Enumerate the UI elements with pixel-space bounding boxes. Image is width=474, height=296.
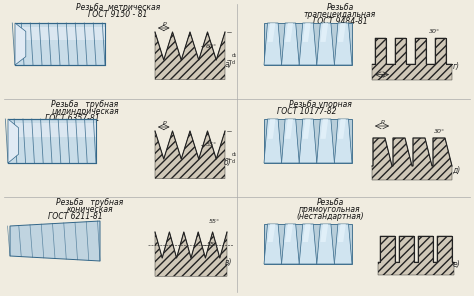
Text: Резьба: Резьба — [316, 198, 344, 207]
Bar — [8, 123, 96, 136]
Text: прямоугольная: прямоугольная — [299, 205, 361, 214]
Polygon shape — [285, 119, 293, 139]
Bar — [264, 224, 352, 264]
Polygon shape — [264, 119, 282, 163]
Polygon shape — [303, 23, 310, 42]
Text: е): е) — [452, 260, 460, 269]
Text: 60°: 60° — [205, 44, 217, 49]
Text: ГОСТ 6211-81: ГОСТ 6211-81 — [48, 212, 102, 221]
Polygon shape — [299, 224, 317, 264]
Bar — [264, 23, 352, 65]
Polygon shape — [15, 23, 26, 65]
Polygon shape — [155, 131, 225, 178]
Text: p: p — [162, 120, 166, 125]
Polygon shape — [378, 236, 454, 275]
Polygon shape — [303, 119, 310, 139]
Polygon shape — [334, 23, 352, 65]
Polygon shape — [372, 138, 452, 180]
Text: d: d — [232, 159, 235, 164]
Polygon shape — [282, 23, 299, 65]
Text: коническая: коническая — [67, 205, 113, 214]
Text: д): д) — [452, 166, 460, 175]
Polygon shape — [320, 119, 328, 139]
Polygon shape — [282, 224, 299, 264]
Polygon shape — [338, 119, 346, 139]
Text: ГОСТ 9484-81: ГОСТ 9484-81 — [313, 17, 367, 26]
Polygon shape — [317, 23, 334, 65]
Polygon shape — [285, 23, 293, 42]
Text: p: p — [162, 21, 166, 26]
Text: б): б) — [224, 158, 232, 167]
Polygon shape — [299, 23, 317, 65]
Text: d: d — [232, 60, 235, 65]
Polygon shape — [317, 224, 334, 264]
Text: Резьба   трубная: Резьба трубная — [51, 100, 118, 109]
Polygon shape — [334, 119, 352, 163]
Text: 30°: 30° — [429, 29, 440, 34]
Text: d₁: d₁ — [232, 53, 237, 58]
Text: (нестандартная): (нестандартная) — [296, 212, 364, 221]
Polygon shape — [372, 38, 452, 80]
Text: 30°: 30° — [435, 129, 446, 134]
Polygon shape — [267, 224, 275, 242]
Text: d₁: d₁ — [232, 152, 237, 157]
Text: ГОСТ 10177-82: ГОСТ 10177-82 — [277, 107, 337, 116]
FancyBboxPatch shape — [8, 119, 96, 163]
Text: Резьба: Резьба — [327, 3, 354, 12]
Polygon shape — [299, 119, 317, 163]
Text: p: p — [380, 119, 384, 124]
Polygon shape — [338, 23, 346, 42]
Polygon shape — [155, 32, 225, 80]
Polygon shape — [264, 224, 282, 264]
Bar — [15, 27, 105, 40]
Text: Резьба   трубная: Резьба трубная — [56, 198, 124, 207]
Text: цилиндрическая: цилиндрическая — [51, 107, 119, 116]
Polygon shape — [320, 23, 328, 42]
Polygon shape — [303, 224, 310, 242]
Text: p: p — [380, 73, 384, 78]
Polygon shape — [282, 119, 299, 163]
Bar — [264, 119, 352, 163]
Polygon shape — [320, 224, 328, 242]
Text: а): а) — [224, 60, 232, 69]
Text: 55°: 55° — [209, 219, 219, 224]
Polygon shape — [10, 221, 100, 261]
Polygon shape — [264, 23, 282, 65]
Polygon shape — [155, 232, 227, 276]
Text: ГОСТ 9150 - 81: ГОСТ 9150 - 81 — [88, 10, 148, 19]
Text: в): в) — [225, 258, 232, 267]
Polygon shape — [338, 224, 346, 242]
Text: г): г) — [453, 62, 460, 71]
Polygon shape — [267, 23, 275, 42]
Text: 55°: 55° — [207, 242, 218, 247]
Polygon shape — [334, 224, 352, 264]
Text: трапецеидальная: трапецеидальная — [304, 10, 376, 19]
Text: Резьба  метрическая: Резьба метрическая — [76, 3, 160, 12]
Text: ГОСТ 6357-81: ГОСТ 6357-81 — [45, 114, 100, 123]
Polygon shape — [285, 224, 293, 242]
Text: Резьба упорная: Резьба упорная — [289, 100, 351, 109]
Polygon shape — [267, 119, 275, 139]
FancyBboxPatch shape — [15, 23, 105, 65]
Text: 55°: 55° — [205, 142, 217, 147]
Polygon shape — [8, 119, 18, 163]
Polygon shape — [317, 119, 334, 163]
